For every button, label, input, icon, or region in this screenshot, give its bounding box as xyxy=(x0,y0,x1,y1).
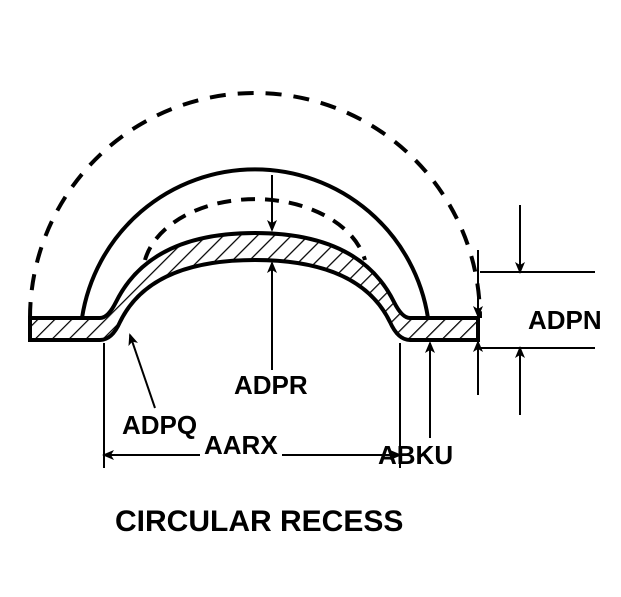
label-adpq: ADPQ xyxy=(122,410,197,441)
diagram-title: CIRCULAR RECESS xyxy=(115,505,403,539)
diagram-container: ADPN ADPR ADPQ AARX ABKU CIRCULAR RECESS xyxy=(0,0,621,592)
label-adpr: ADPR xyxy=(234,370,308,401)
label-abku: ABKU xyxy=(378,440,453,471)
adpq-leader xyxy=(130,335,155,408)
circular-recess-diagram xyxy=(0,0,621,592)
cross-section xyxy=(30,233,478,340)
label-adpn: ADPN xyxy=(528,305,602,336)
outer-dashed-arc xyxy=(30,93,480,318)
label-aarx: AARX xyxy=(200,430,282,461)
